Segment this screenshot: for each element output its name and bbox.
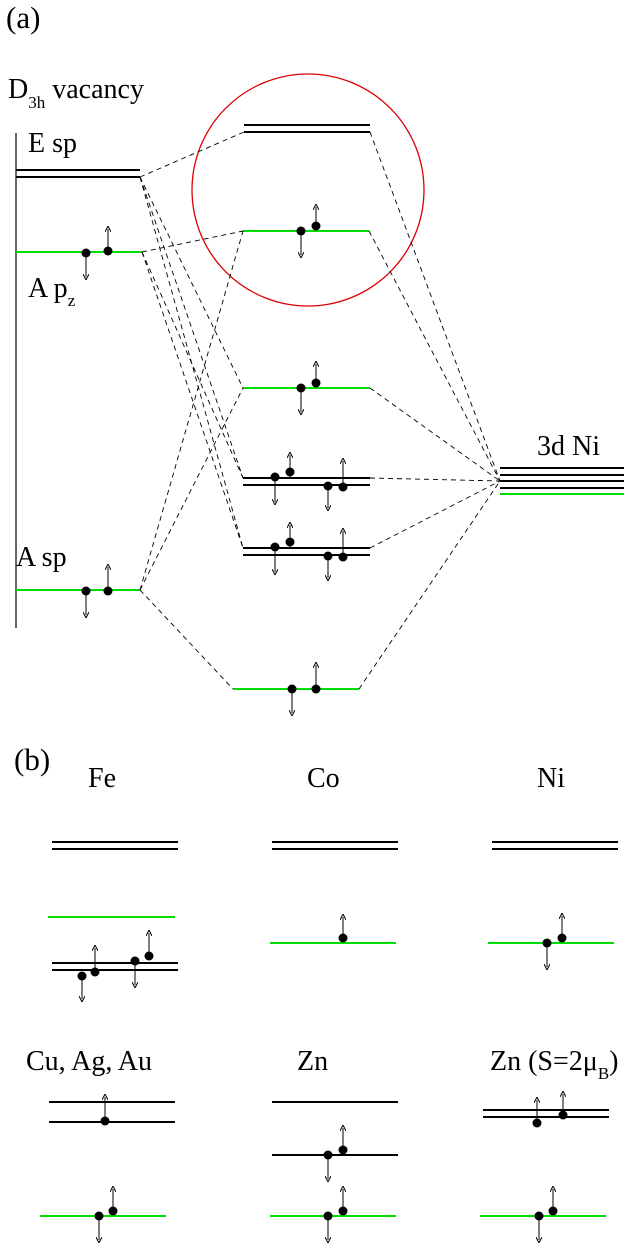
electron-pair-a-sp <box>81 567 113 615</box>
title-cu-ag-au: Cu, Ag, Au <box>26 1046 152 1077</box>
molecular-electrons <box>270 207 348 713</box>
vacancy-levels: E sp A pz A sp <box>16 128 142 591</box>
electron-pair-a-pz <box>81 229 113 277</box>
level-label-e-sp: E sp <box>28 128 77 159</box>
title-zn-spin: Zn (S=2μB) <box>490 1046 618 1083</box>
vacancy-title: D3h vacancy <box>8 74 144 112</box>
highlight-circle <box>191 73 425 307</box>
electron-quartet-e2 <box>270 525 348 578</box>
electron-pair-bottom <box>287 665 321 713</box>
zn-spin-configuration: Zn (S=2μB) <box>480 1046 618 1240</box>
level-label-a-pz: A pz <box>28 273 76 310</box>
fe-electrons <box>77 933 154 999</box>
electron-quartet-e1 <box>270 455 348 508</box>
zn-configuration: Zn <box>270 1046 398 1240</box>
title-co: Co <box>307 763 340 794</box>
level-label-3d-ni: 3d Ni <box>537 431 600 462</box>
cu-ag-au-configuration: Cu, Ag, Au <box>26 1046 175 1240</box>
vacancy-electrons <box>81 229 113 615</box>
correlation-lines <box>139 131 501 690</box>
title-zn: Zn <box>297 1046 328 1077</box>
ni-3d-levels: 3d Ni <box>500 431 624 495</box>
zn-electrons <box>323 1128 348 1240</box>
title-fe: Fe <box>88 763 116 794</box>
title-ni: Ni <box>537 763 565 794</box>
co-configuration: Co <box>270 763 398 944</box>
co-electrons <box>338 917 348 943</box>
ni-configuration: Ni <box>488 763 618 967</box>
electron-pair-circle <box>296 207 321 255</box>
zn-spin-electrons <box>532 1094 568 1240</box>
electron-pair-mid <box>296 364 321 412</box>
molecular-levels <box>233 124 370 690</box>
cu-electrons <box>94 1097 118 1240</box>
fe-configuration: Fe <box>48 763 178 999</box>
level-label-a-sp: A sp <box>16 542 67 573</box>
panel-b-label: (b) <box>14 742 50 777</box>
panel-a-label: (a) <box>6 0 40 35</box>
ni-electrons <box>542 916 567 967</box>
